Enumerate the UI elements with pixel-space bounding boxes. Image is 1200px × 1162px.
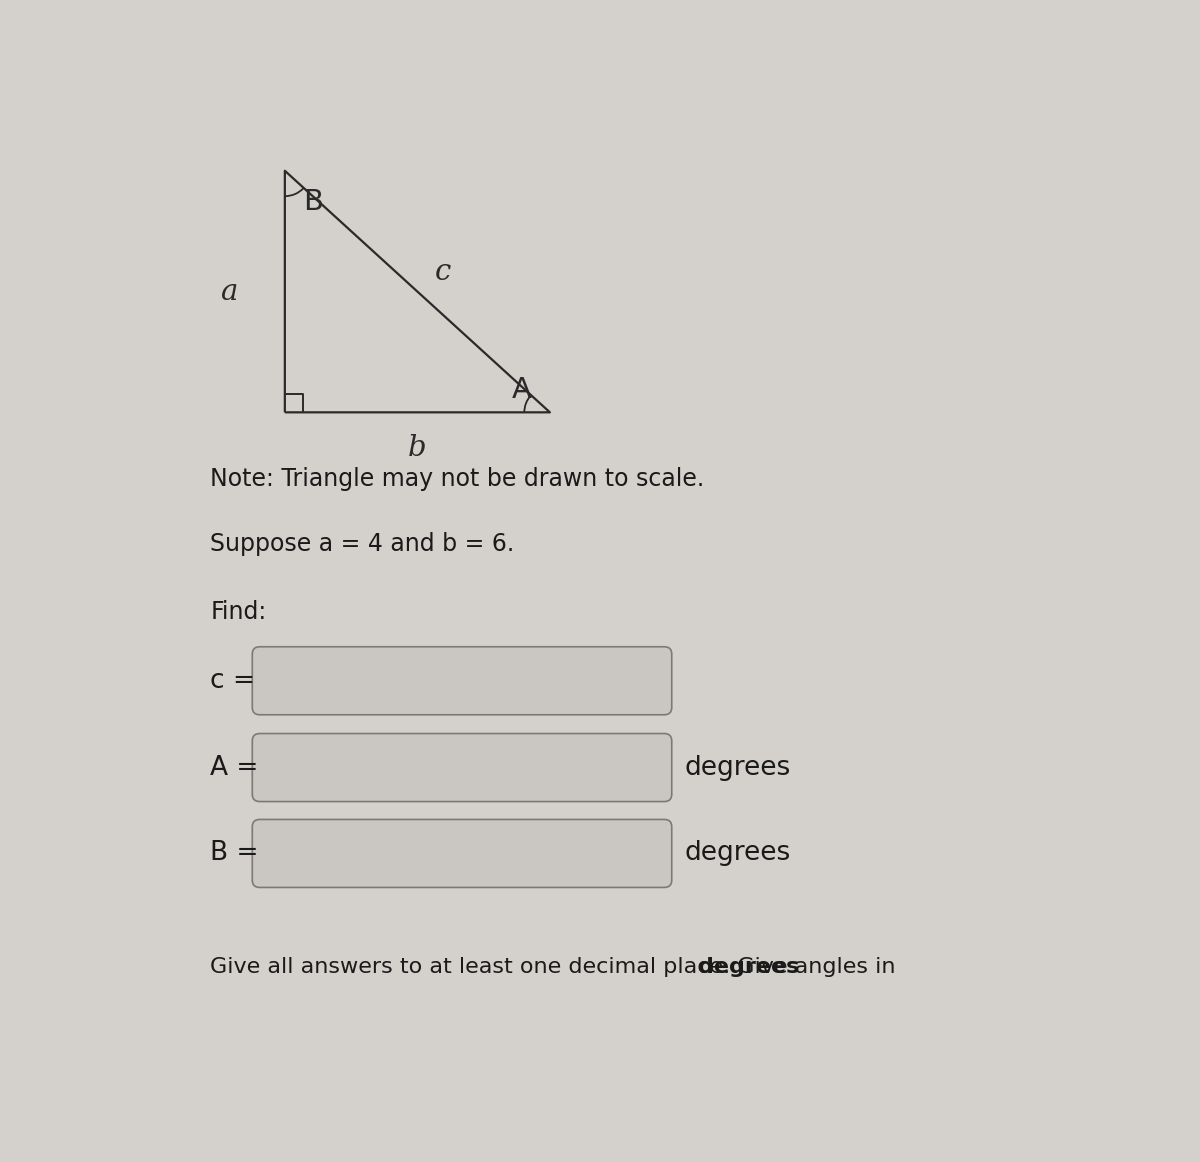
Text: B: B (302, 188, 323, 216)
Text: Find:: Find: (210, 600, 266, 624)
Text: degrees: degrees (685, 840, 791, 867)
Text: degrees: degrees (685, 754, 791, 781)
Text: B =: B = (210, 840, 259, 867)
Text: A =: A = (210, 754, 259, 781)
FancyBboxPatch shape (252, 819, 672, 888)
Text: Give all answers to at least one decimal place. Give angles in: Give all answers to at least one decimal… (210, 957, 904, 977)
Text: a: a (221, 278, 238, 306)
Text: c: c (434, 258, 451, 286)
Text: c =: c = (210, 668, 256, 694)
Text: degrees: degrees (698, 957, 799, 977)
Text: b: b (408, 435, 426, 462)
FancyBboxPatch shape (252, 733, 672, 802)
Text: Note: Triangle may not be drawn to scale.: Note: Triangle may not be drawn to scale… (210, 467, 704, 492)
FancyBboxPatch shape (252, 647, 672, 715)
Text: A: A (512, 376, 532, 404)
Text: Suppose a = 4 and b = 6.: Suppose a = 4 and b = 6. (210, 532, 515, 555)
